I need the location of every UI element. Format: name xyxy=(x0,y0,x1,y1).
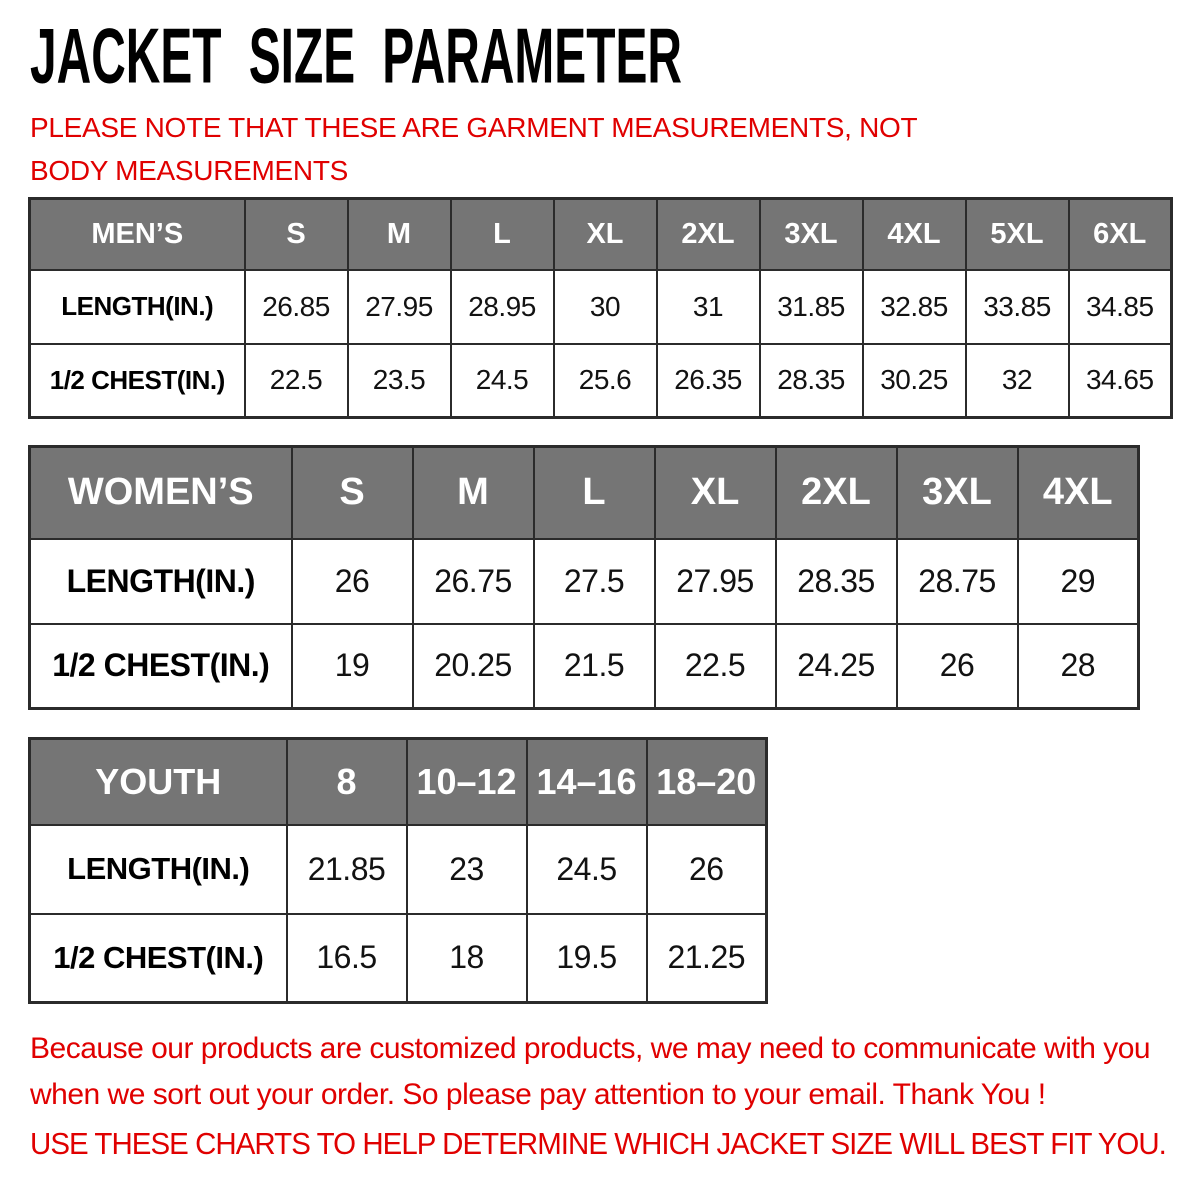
size-header-cell: 4XL xyxy=(861,197,967,271)
table-row: LENGTH(IN.) 26 26.75 27.5 27.95 28.35 28.75 29 xyxy=(28,537,1140,625)
value-cell: 21.5 xyxy=(532,622,656,710)
value-cell: 32.85 xyxy=(861,268,967,345)
value-cell: 21.25 xyxy=(645,912,768,1004)
size-header-cell: L xyxy=(532,445,656,540)
row-label-cell: LENGTH(IN.) xyxy=(28,268,246,345)
value-cell: 22.5 xyxy=(243,342,349,419)
value-cell: 27.95 xyxy=(653,537,777,625)
row-label-cell: 1/2 CHEST(IN.) xyxy=(28,912,288,1004)
value-cell: 32 xyxy=(964,342,1070,419)
value-cell: 16.5 xyxy=(285,912,408,1004)
youth-size-table: YOUTH 8 10–12 14–16 18–20 LENGTH(IN.) 21.85 23 2… xyxy=(28,737,768,1004)
table-row: 1/2 CHEST(IN.) 19 20.25 21.5 22.5 24.25 26 28 xyxy=(28,622,1140,710)
size-header-cell: 2XL xyxy=(774,445,898,540)
value-cell: 24.25 xyxy=(774,622,898,710)
size-header-cell: S xyxy=(243,197,349,271)
size-header-cell: M xyxy=(411,445,535,540)
size-header-cell: 3XL xyxy=(895,445,1019,540)
value-cell: 23.5 xyxy=(346,342,452,419)
value-cell: 30.25 xyxy=(861,342,967,419)
value-cell: 28.35 xyxy=(774,537,898,625)
row-label-cell: 1/2 CHEST(IN.) xyxy=(28,342,246,419)
value-cell: 30 xyxy=(552,268,658,345)
size-header-cell: 5XL xyxy=(964,197,1070,271)
size-header-cell: L xyxy=(449,197,555,271)
value-cell: 18 xyxy=(405,912,528,1004)
value-cell: 19 xyxy=(290,622,414,710)
customization-notice: Because our products are customized prod… xyxy=(30,1032,1151,1111)
size-header-cell: 18–20 xyxy=(645,737,768,826)
value-cell: 28.75 xyxy=(895,537,1019,625)
value-cell: 31 xyxy=(655,268,761,345)
value-cell: 21.85 xyxy=(285,823,408,915)
size-header-cell: 4XL xyxy=(1016,445,1140,540)
table-row: 1/2 CHEST(IN.) 22.5 23.5 24.5 25.6 26.35 28.35… xyxy=(28,342,1173,419)
value-cell: 26 xyxy=(290,537,414,625)
garment-measurement-note: PLEASE NOTE THAT THESE ARE GARMENT MEASU… xyxy=(30,112,917,187)
value-cell: 26 xyxy=(895,622,1019,710)
table-header-row: WOMEN’S S M L XL 2XL 3XL 4XL xyxy=(28,445,1140,540)
table-header-row: MEN’S S M L XL 2XL 3XL 4XL 5XL 6XL xyxy=(28,197,1173,271)
table-header-row: YOUTH 8 10–12 14–16 18–20 xyxy=(28,737,768,826)
mens-size-table: MEN’S S M L XL 2XL 3XL 4XL 5XL 6XL LENGTH(IN.) 26.8… xyxy=(28,197,1173,419)
table-row: 1/2 CHEST(IN.) 16.5 18 19.5 21.25 xyxy=(28,912,768,1004)
value-cell: 28 xyxy=(1016,622,1140,710)
size-header-cell: M xyxy=(346,197,452,271)
value-cell: 23 xyxy=(405,823,528,915)
value-cell: 26.75 xyxy=(411,537,535,625)
size-header-cell: 6XL xyxy=(1067,197,1173,271)
size-header-cell: XL xyxy=(653,445,777,540)
value-cell: 33.85 xyxy=(964,268,1070,345)
value-cell: 24.5 xyxy=(525,823,648,915)
womens-size-table: WOMEN’S S M L XL 2XL 3XL 4XL LENGTH(IN.) 26 26.75 2… xyxy=(28,445,1140,710)
value-cell: 20.25 xyxy=(411,622,535,710)
value-cell: 31.85 xyxy=(758,268,864,345)
value-cell: 26.85 xyxy=(243,268,349,345)
size-header-cell: 3XL xyxy=(758,197,864,271)
size-header-cell: 14–16 xyxy=(525,737,648,826)
value-cell: 24.5 xyxy=(449,342,555,419)
mens-table-title-cell: MEN’S xyxy=(28,197,246,271)
table-row: LENGTH(IN.) 21.85 23 24.5 26 xyxy=(28,823,768,915)
value-cell: 22.5 xyxy=(653,622,777,710)
size-header-cell: 10–12 xyxy=(405,737,528,826)
value-cell: 28.35 xyxy=(758,342,864,419)
size-header-cell: 8 xyxy=(285,737,408,826)
value-cell: 28.95 xyxy=(449,268,555,345)
value-cell: 27.95 xyxy=(346,268,452,345)
chart-usage-note: USE THESE CHARTS TO HELP DETERMINE WHICH… xyxy=(30,1126,1167,1161)
row-label-cell: LENGTH(IN.) xyxy=(28,537,293,625)
youth-table-title-cell: YOUTH xyxy=(28,737,288,826)
row-label-cell: 1/2 CHEST(IN.) xyxy=(28,622,293,710)
value-cell: 34.65 xyxy=(1067,342,1173,419)
row-label-cell: LENGTH(IN.) xyxy=(28,823,288,915)
value-cell: 19.5 xyxy=(525,912,648,1004)
table-row: LENGTH(IN.) 26.85 27.95 28.95 30 31 31.85 32.85… xyxy=(28,268,1173,345)
value-cell: 29 xyxy=(1016,537,1140,625)
page-title: JACKET SIZE PARAMETER xyxy=(30,12,682,100)
value-cell: 26 xyxy=(645,823,768,915)
size-header-cell: XL xyxy=(552,197,658,271)
value-cell: 27.5 xyxy=(532,537,656,625)
size-header-cell: 2XL xyxy=(655,197,761,271)
size-header-cell: S xyxy=(290,445,414,540)
value-cell: 34.85 xyxy=(1067,268,1173,345)
womens-table-title-cell: WOMEN’S xyxy=(28,445,293,540)
value-cell: 26.35 xyxy=(655,342,761,419)
value-cell: 25.6 xyxy=(552,342,658,419)
